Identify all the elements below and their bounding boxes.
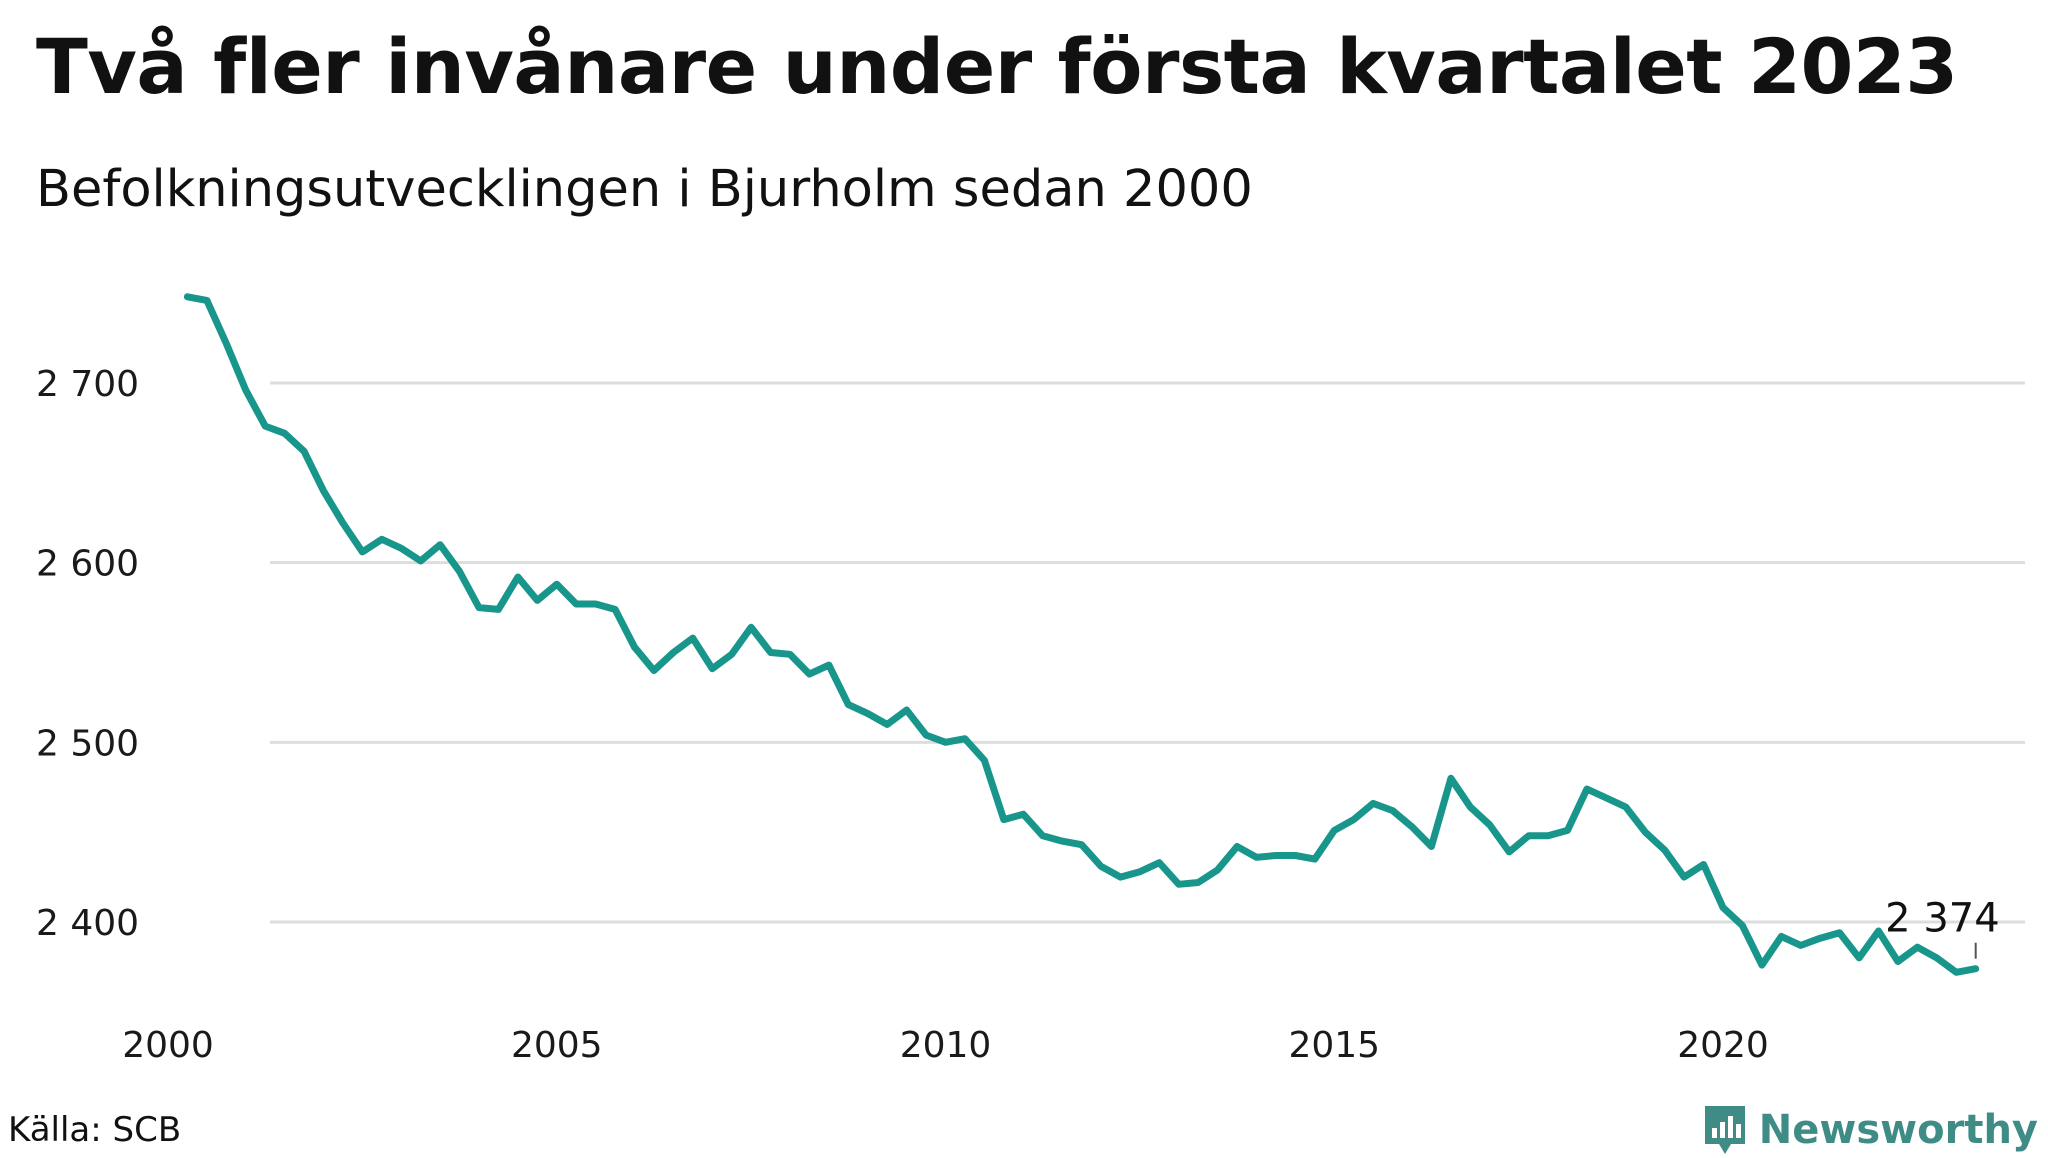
chart-subtitle: Befolkningsutvecklingen i Bjurholm sedan… [36,160,1253,219]
series-layer [183,293,1980,976]
end-value-label: 2 374 [1885,896,2000,942]
x-tick-label: 2015 [1288,1025,1380,1066]
gridlines [270,381,2025,924]
annotation-layer: 2 374 [1885,896,2000,959]
newsworthy-logo-icon [1704,1106,1745,1154]
y-tick-label: 2 700 [36,364,139,405]
x-tick-label: 2005 [511,1025,603,1066]
y-tick-label: 2 500 [36,723,139,764]
x-tick-label: 2020 [1677,1025,1769,1066]
y-tick-label: 2 600 [36,544,139,585]
brand-name: Newsworthy [1758,1107,2038,1153]
x-tick-label: 2010 [900,1025,992,1066]
x-tick-label: 2000 [122,1025,214,1066]
series-line [183,293,1980,976]
y-axis-ticks: 2 400 2 500 2 600 2 700 [36,364,139,944]
chart-title: Två fler invånare under första kvartalet… [36,22,1958,111]
x-axis-ticks: 2000 2005 2010 2015 2020 [122,1025,1769,1066]
y-tick-label: 2 400 [36,903,139,944]
source-note: Källa: SCB [8,1110,182,1150]
brand[interactable]: Newsworthy [1701,1102,2038,1158]
